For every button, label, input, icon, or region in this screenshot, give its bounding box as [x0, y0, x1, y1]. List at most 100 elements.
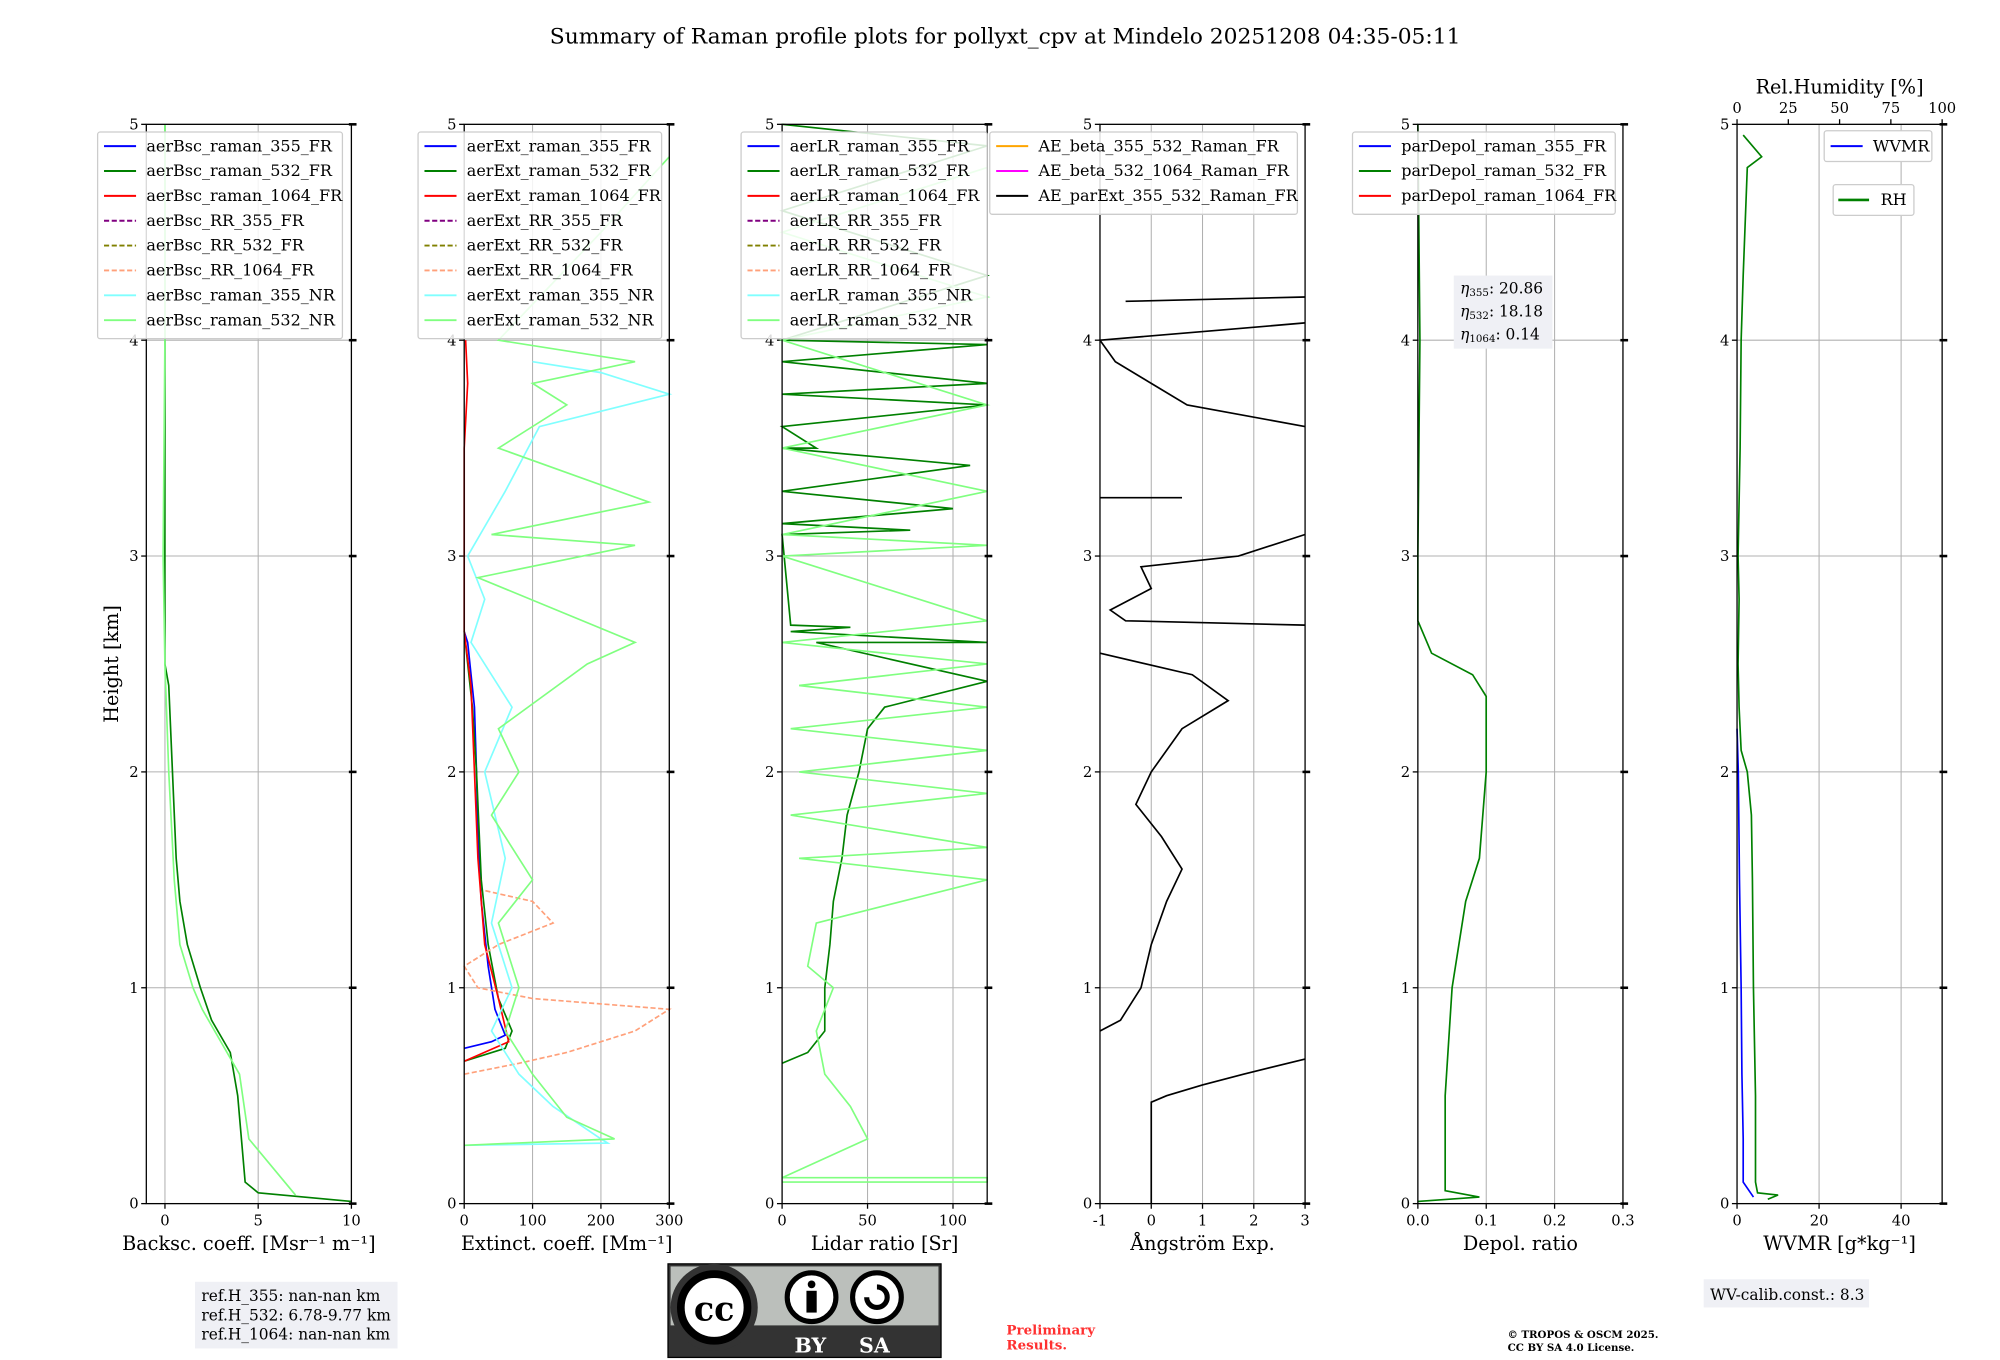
x-tick-label: 0 — [160, 1212, 169, 1229]
legend-label: WVMR — [1873, 136, 1930, 155]
y-tick-label: 0 — [447, 1196, 456, 1213]
panel-5: 0.0 0.1 0.2 0.3 0 1 2 3 4 5 Depol. ratio parDepol_r… — [1351, 116, 1635, 1255]
eta-355: η355: 20.86 — [1460, 280, 1543, 300]
ref-height-box — [195, 1281, 398, 1349]
y-tick-label: 0 — [1401, 1196, 1410, 1213]
legend-label: aerLR_raman_355_NR — [790, 285, 973, 304]
y-tick-label: 0 — [129, 1196, 138, 1213]
y-tick-label: 1 — [1401, 980, 1410, 997]
x-tick-label: 5 — [253, 1212, 262, 1229]
legend-label: parDepol_raman_355_FR — [1401, 136, 1607, 155]
legend-label: aerLR_RR_355_FR — [790, 211, 942, 230]
legend: parDepol_raman_355_FR parDepol_raman_532_… — [1351, 131, 1617, 215]
x-axis-label: Backsc. coeff. [Msr⁻¹ m⁻¹] — [122, 1232, 376, 1255]
legend-label: aerExt_RR_1064_FR — [467, 261, 634, 280]
y-tick-label: 5 — [765, 116, 774, 133]
axes-frame — [781, 123, 988, 1205]
top-x-tick-label: 100 — [1928, 100, 1956, 117]
x-axis-label: Extinct. coeff. [Mm⁻¹] — [461, 1232, 672, 1255]
y-tick-label: 1 — [129, 980, 138, 997]
y-tick-label: 2 — [129, 764, 138, 781]
legend-label: aerLR_raman_355_FR — [790, 136, 970, 155]
series-line-AE_parExt_355_532_Raman_FR — [1098, 322, 1306, 428]
top-x-tick-label: 50 — [1830, 100, 1849, 117]
y-tick-label: 1 — [447, 980, 456, 997]
y-tick-label: 5 — [447, 116, 456, 133]
y-tick-label: 4 — [1720, 332, 1729, 349]
top-axis-label: Rel.Humidity [%] — [1756, 76, 1924, 99]
axes-frame — [145, 123, 353, 1205]
x-tick-label: 0 — [1732, 1212, 1741, 1229]
legend: aerLR_raman_355_FR aerLR_raman_532_FR aerL… — [740, 131, 988, 340]
legend-wvmr: WVMR — [1823, 130, 1933, 163]
x-tick-label: 10 — [342, 1212, 361, 1229]
panel-1: 0 5 10 0 1 2 3 4 5 Backsc. coeff. [Msr⁻¹ m⁻¹] aerB… — [96, 116, 376, 1255]
ref-height-355: ref.H_355: nan-nan km — [201, 1287, 380, 1305]
y-tick-label: 1 — [765, 980, 774, 997]
cc-logo-text: cc — [694, 1289, 735, 1328]
panel-2: 0 100 200 300 0 1 2 3 4 5 Extinct. coeff. [Mm⁻¹] ae… — [417, 116, 683, 1255]
series-line-AE_parExt_355_532_Raman_FR — [1108, 533, 1306, 626]
eta-box — [1453, 275, 1553, 349]
y-tick-label: 5 — [129, 116, 138, 133]
y-tick-label: 2 — [1083, 764, 1092, 781]
y-tick-label: 3 — [1401, 548, 1410, 565]
top-x-tick-label: 0 — [1732, 100, 1741, 117]
legend-label: aerBsc_raman_1064_FR — [146, 186, 343, 205]
legend-label: aerExt_raman_1064_FR — [467, 186, 662, 205]
axes-frame — [1417, 123, 1624, 1205]
x-tick-label: 300 — [655, 1212, 683, 1229]
legend-label: aerBsc_raman_355_FR — [146, 136, 333, 155]
x-axis-label: Depol. ratio — [1463, 1232, 1578, 1255]
x-tick-label: 50 — [858, 1212, 877, 1229]
legend-label: aerExt_RR_532_FR — [467, 236, 624, 255]
series-line-aerExt_raman_1064_FR — [463, 340, 510, 1062]
wv-calib-text: WV-calib.const.: 8.3 — [1710, 1286, 1864, 1304]
series-line-AE_parExt_355_532_Raman_FR — [1125, 296, 1306, 303]
y-tick-label: 1 — [1083, 980, 1092, 997]
axes-frame — [463, 123, 670, 1205]
x-tick-label: 100 — [519, 1212, 547, 1229]
x-tick-label: 0.2 — [1543, 1212, 1566, 1229]
panel-3: 0 50 100 0 1 2 3 4 5 Lidar ratio [Sr] aerLR_raman_… — [740, 116, 993, 1255]
legend-label: aerBsc_RR_532_FR — [146, 236, 304, 255]
legend-label: aerLR_RR_1064_FR — [790, 261, 952, 280]
legend-label: aerExt_raman_355_FR — [467, 136, 652, 155]
legend-label: aerLR_RR_532_FR — [790, 236, 942, 255]
y-tick-label: 2 — [765, 764, 774, 781]
by-label: BY — [794, 1333, 826, 1357]
y-tick-label: 5 — [1401, 116, 1410, 133]
panel-6: 0 20 40 0 1 2 3 4 5 WVMR [g*kg⁻¹] 0 25 50 75 100Rel.Hu… — [1720, 76, 1956, 1255]
copyright-line-2: CC BY SA 4.0 License. — [1508, 1342, 1635, 1354]
legend-label: aerBsc_raman_532_NR — [146, 310, 336, 329]
legend-label: aerExt_RR_355_FR — [467, 211, 624, 230]
y-tick-label: 2 — [447, 764, 456, 781]
figure-title: Summary of Raman profile plots for polly… — [550, 25, 1461, 50]
y-tick-label: 5 — [1083, 116, 1092, 133]
y-tick-label: 3 — [129, 548, 138, 565]
x-tick-label: 0.0 — [1406, 1212, 1429, 1229]
legend: aerExt_raman_355_FR aerExt_raman_532_FRae… — [417, 131, 663, 340]
ref-height-1064: ref.H_1064: nan-nan km — [201, 1325, 390, 1343]
y-tick-label: 0 — [765, 1196, 774, 1213]
legend-label: parDepol_raman_1064_FR — [1401, 186, 1617, 205]
series-line-AE_parExt_355_532_Raman_FR — [1150, 1058, 1306, 1204]
y-tick-label: 4 — [765, 332, 774, 349]
legend-label: aerBsc_raman_355_NR — [146, 285, 336, 304]
x-tick-label: 1 — [1198, 1212, 1207, 1229]
x-tick-label: 0 — [460, 1212, 469, 1229]
y-tick-label: 3 — [1720, 548, 1729, 565]
x-axis-label: Lidar ratio [Sr] — [811, 1232, 959, 1255]
legend-label: RH — [1881, 190, 1907, 209]
legend-label: aerExt_raman_355_NR — [467, 285, 655, 304]
y-tick-label: 5 — [1720, 116, 1729, 133]
legend-label: AE_parExt_355_532_Raman_FR — [1037, 186, 1298, 205]
y-axis-label: Height [km] — [100, 605, 123, 723]
y-tick-label: 3 — [765, 548, 774, 565]
series-line-RH — [1737, 134, 1779, 1201]
x-axis-label: Ångström Exp. — [1129, 1232, 1275, 1255]
y-tick-label: 2 — [1401, 764, 1410, 781]
legend-label: aerLR_raman_1064_FR — [790, 186, 981, 205]
